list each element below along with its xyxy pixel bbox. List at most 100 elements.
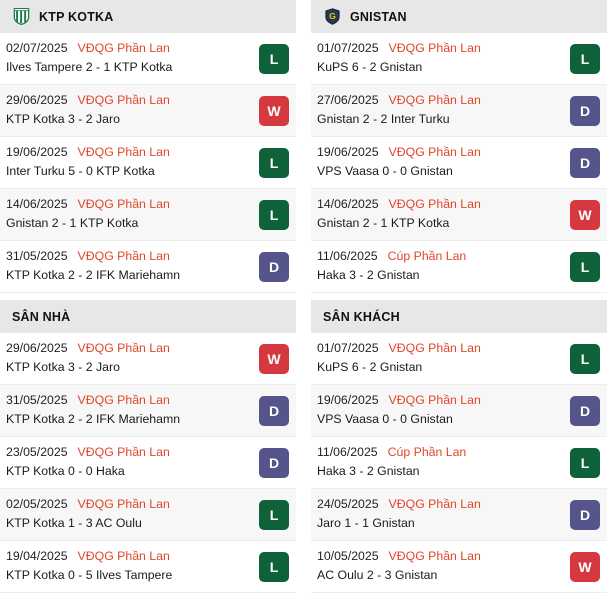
match-competition[interactable]: VĐQG Phần Lan	[388, 497, 481, 511]
match-meta: 29/06/2025 VĐQG Phần Lan	[6, 340, 296, 357]
match-result: KuPS 6 - 2 Gnistan	[317, 60, 423, 74]
match-competition[interactable]: VĐQG Phần Lan	[77, 41, 170, 55]
match-date: 01/07/2025	[317, 341, 379, 355]
section-divider	[0, 293, 607, 300]
match-row[interactable]: 02/07/2025 VĐQG Phần Lan Ilves Tampere 2 …	[0, 33, 296, 85]
match-competition[interactable]: Cúp Phần Lan	[387, 249, 467, 263]
match-meta: 27/06/2025 VĐQG Phần Lan	[317, 92, 607, 109]
result-badge: D	[259, 396, 289, 426]
result-badge: L	[570, 44, 600, 74]
match-date: 01/07/2025	[317, 41, 379, 55]
match-result: KTP Kotka 3 - 2 Jaro	[6, 360, 120, 374]
home-away-form-block: SÂN NHÀ 29/06/2025 VĐQG Phần Lan KTP Kotk…	[0, 300, 607, 593]
match-competition[interactable]: VĐQG Phần Lan	[77, 445, 170, 459]
match-row[interactable]: 27/06/2025 VĐQG Phần Lan Gnistan 2 - 2 In…	[311, 85, 607, 137]
match-competition[interactable]: VĐQG Phần Lan	[77, 249, 170, 263]
match-meta: 14/06/2025 VĐQG Phần Lan	[317, 196, 607, 213]
match-meta: 19/06/2025 VĐQG Phần Lan	[317, 392, 607, 409]
match-competition[interactable]: VĐQG Phần Lan	[77, 497, 170, 511]
match-date: 19/06/2025	[317, 393, 379, 407]
match-row[interactable]: 29/06/2025 VĐQG Phần Lan KTP Kotka 3 - 2 …	[0, 85, 296, 137]
match-row[interactable]: 19/06/2025 VĐQG Phần Lan VPS Vaasa 0 - 0 …	[311, 385, 607, 437]
match-row[interactable]: 29/06/2025 VĐQG Phần Lan KTP Kotka 3 - 2 …	[0, 333, 296, 385]
match-row[interactable]: 11/06/2025 Cúp Phần Lan Haka 3 - 2 Gnista…	[311, 241, 607, 293]
match-result: VPS Vaasa 0 - 0 Gnistan	[317, 412, 453, 426]
match-date: 14/06/2025	[6, 197, 68, 211]
match-date: 29/06/2025	[6, 341, 68, 355]
match-competition[interactable]: VĐQG Phần Lan	[388, 549, 481, 563]
match-row[interactable]: 01/07/2025 VĐQG Phần Lan KuPS 6 - 2 Gnist…	[311, 333, 607, 385]
match-competition[interactable]: VĐQG Phần Lan	[77, 145, 170, 159]
result-badge: L	[570, 448, 600, 478]
match-row[interactable]: 19/06/2025 VĐQG Phần Lan VPS Vaasa 0 - 0 …	[311, 137, 607, 189]
match-date: 19/04/2025	[6, 549, 68, 563]
match-meta: 01/07/2025 VĐQG Phần Lan	[317, 340, 607, 357]
home-form-column: SÂN NHÀ 29/06/2025 VĐQG Phần Lan KTP Kotk…	[0, 300, 296, 593]
match-result: VPS Vaasa 0 - 0 Gnistan	[317, 164, 453, 178]
ktp-kotka-form-title: KTP KOTKA	[39, 9, 114, 24]
match-row[interactable]: 31/05/2025 VĐQG Phần Lan KTP Kotka 2 - 2 …	[0, 241, 296, 293]
match-competition[interactable]: VĐQG Phần Lan	[388, 93, 481, 107]
match-result: Haka 3 - 2 Gnistan	[317, 268, 420, 282]
match-result: Jaro 1 - 1 Gnistan	[317, 516, 415, 530]
match-row[interactable]: 11/06/2025 Cúp Phần Lan Haka 3 - 2 Gnista…	[311, 437, 607, 489]
match-meta: 24/05/2025 VĐQG Phần Lan	[317, 496, 607, 513]
gnistan-crest-icon: G	[325, 8, 340, 25]
match-competition[interactable]: VĐQG Phần Lan	[388, 145, 481, 159]
match-competition[interactable]: VĐQG Phần Lan	[77, 549, 170, 563]
match-row[interactable]: 14/06/2025 VĐQG Phần Lan Gnistan 2 - 1 KT…	[0, 189, 296, 241]
recent-form-block: KTP KOTKA 02/07/2025 VĐQG Phần Lan Ilves …	[0, 0, 607, 293]
ktp-kotka-crest-icon	[13, 7, 30, 26]
match-row[interactable]: 02/05/2025 VĐQG Phần Lan KTP Kotka 1 - 3 …	[0, 489, 296, 541]
match-result: AC Oulu 2 - 3 Gnistan	[317, 568, 438, 582]
result-badge: W	[259, 344, 289, 374]
gnistan-form-column: G GNISTAN 01/07/2025 VĐQG Phần Lan KuPS 6…	[311, 0, 607, 293]
match-competition[interactable]: VĐQG Phần Lan	[77, 393, 170, 407]
match-row[interactable]: 31/05/2025 VĐQG Phần Lan KTP Kotka 2 - 2 …	[0, 385, 296, 437]
match-row[interactable]: 19/04/2025 VĐQG Phần Lan KTP Kotka 0 - 5 …	[0, 541, 296, 593]
match-meta: 02/07/2025 VĐQG Phần Lan	[6, 40, 296, 57]
match-meta: 19/06/2025 VĐQG Phần Lan	[6, 144, 296, 161]
match-date: 10/05/2025	[317, 549, 379, 563]
match-row[interactable]: 23/05/2025 VĐQG Phần Lan KTP Kotka 0 - 0 …	[0, 437, 296, 489]
match-competition[interactable]: VĐQG Phần Lan	[77, 341, 170, 355]
match-row[interactable]: 01/07/2025 VĐQG Phần Lan KuPS 6 - 2 Gnist…	[311, 33, 607, 85]
home-form-header: SÂN NHÀ	[0, 300, 296, 333]
result-badge: L	[570, 252, 600, 282]
match-meta: 19/04/2025 VĐQG Phần Lan	[6, 548, 296, 565]
match-row[interactable]: 14/06/2025 VĐQG Phần Lan Gnistan 2 - 1 KT…	[311, 189, 607, 241]
match-competition[interactable]: VĐQG Phần Lan	[77, 197, 170, 211]
result-badge: L	[570, 344, 600, 374]
match-result: Ilves Tampere 2 - 1 KTP Kotka	[6, 60, 173, 74]
match-competition[interactable]: VĐQG Phần Lan	[77, 93, 170, 107]
match-row[interactable]: 24/05/2025 VĐQG Phần Lan Jaro 1 - 1 Gnist…	[311, 489, 607, 541]
svg-text:G: G	[329, 11, 336, 21]
result-badge: W	[570, 552, 600, 582]
ktp-kotka-form-column: KTP KOTKA 02/07/2025 VĐQG Phần Lan Ilves …	[0, 0, 296, 293]
match-result: KuPS 6 - 2 Gnistan	[317, 360, 423, 374]
result-badge: D	[570, 500, 600, 530]
result-badge: W	[259, 96, 289, 126]
result-badge: D	[570, 96, 600, 126]
match-row[interactable]: 10/05/2025 VĐQG Phần Lan AC Oulu 2 - 3 Gn…	[311, 541, 607, 593]
match-competition[interactable]: VĐQG Phần Lan	[388, 41, 481, 55]
match-meta: 31/05/2025 VĐQG Phần Lan	[6, 248, 296, 265]
match-meta: 23/05/2025 VĐQG Phần Lan	[6, 444, 296, 461]
away-form-header: SÂN KHÁCH	[311, 300, 607, 333]
match-result: Haka 3 - 2 Gnistan	[317, 464, 420, 478]
gnistan-form-title: GNISTAN	[350, 9, 407, 24]
match-row[interactable]: 19/06/2025 VĐQG Phần Lan Inter Turku 5 - …	[0, 137, 296, 189]
match-result: KTP Kotka 0 - 0 Haka	[6, 464, 125, 478]
match-competition[interactable]: VĐQG Phần Lan	[388, 341, 481, 355]
match-competition[interactable]: VĐQG Phần Lan	[388, 197, 481, 211]
result-badge: L	[259, 44, 289, 74]
match-meta: 01/07/2025 VĐQG Phần Lan	[317, 40, 607, 57]
home-form-title: SÂN NHÀ	[12, 309, 71, 324]
match-date: 31/05/2025	[6, 249, 68, 263]
match-competition[interactable]: VĐQG Phần Lan	[388, 393, 481, 407]
match-competition[interactable]: Cúp Phần Lan	[387, 445, 467, 459]
match-result: KTP Kotka 1 - 3 AC Oulu	[6, 516, 142, 530]
match-date: 24/05/2025	[317, 497, 379, 511]
result-badge: D	[570, 396, 600, 426]
